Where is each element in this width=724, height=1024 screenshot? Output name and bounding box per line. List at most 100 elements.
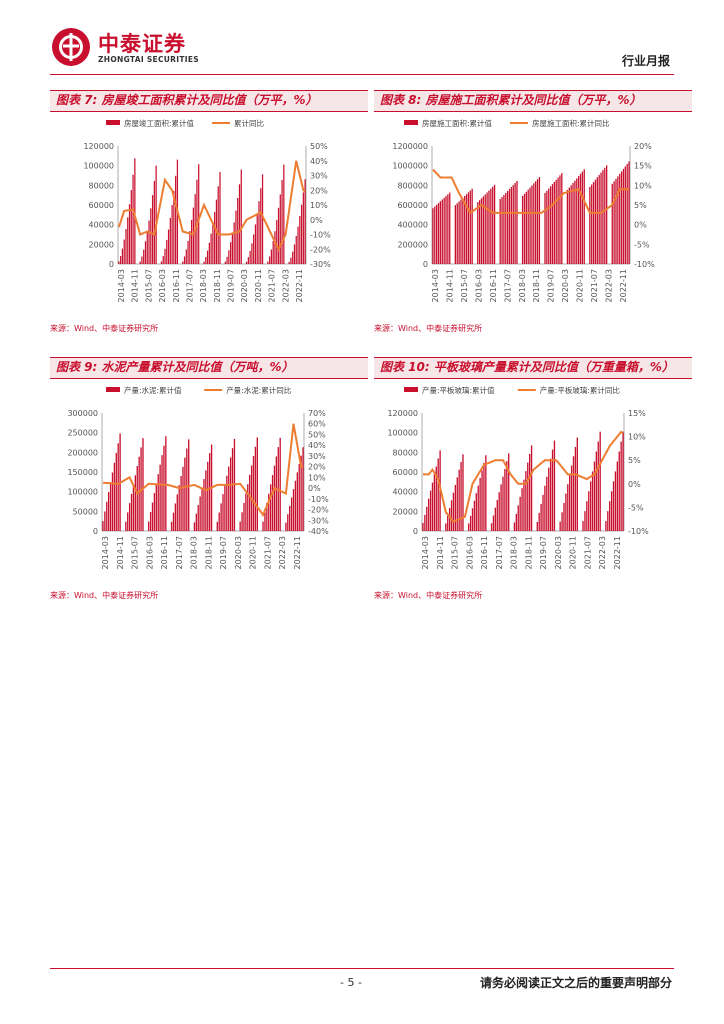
bar	[157, 474, 159, 531]
x-tick-label: 2016-03	[158, 269, 167, 302]
footer-disclaimer: 请务必阅读正文之后的重要声明部分	[479, 976, 672, 990]
left-tick-label: 60000	[393, 468, 418, 477]
bar	[143, 249, 145, 264]
bar	[445, 523, 447, 531]
bar	[544, 485, 546, 531]
bar	[146, 231, 148, 264]
left-tick-label: 20000	[393, 507, 418, 516]
bar	[565, 493, 567, 531]
left-tick-label: 0	[413, 527, 418, 536]
bar	[130, 190, 132, 264]
right-axis: -10% -5% 0% 5% 10% 15%	[623, 409, 649, 536]
bar	[620, 171, 623, 264]
x-tick-label: 2019-07	[547, 269, 556, 302]
bar	[622, 168, 625, 264]
bar	[134, 475, 137, 531]
right-tick-label: 20%	[634, 142, 652, 151]
bar	[584, 511, 586, 531]
right-tick-label: 50%	[310, 142, 328, 151]
bar	[567, 484, 569, 531]
bar	[502, 476, 504, 531]
bar	[136, 466, 138, 531]
x-tick-label: 2020-11	[254, 269, 263, 302]
bar	[247, 257, 249, 264]
bar	[508, 188, 511, 264]
bar	[159, 464, 161, 531]
bar	[261, 174, 264, 264]
x-tick-label: 2016-03	[474, 269, 483, 302]
bar	[583, 169, 585, 264]
bar	[229, 457, 232, 531]
bar	[569, 474, 571, 531]
left-tick-label: 600000	[397, 201, 428, 210]
line-series	[102, 423, 304, 517]
chart-source: 来源：Wind、中泰证券研究所	[374, 324, 483, 333]
bar	[549, 186, 552, 264]
bar	[586, 501, 588, 531]
bar	[501, 197, 503, 264]
line-series	[432, 168, 630, 215]
right-axis: -10% -5% 0% 5% 10% 15% 20%	[629, 142, 655, 269]
bar	[267, 261, 269, 264]
bar	[184, 457, 186, 531]
right-tick-label: 70%	[308, 409, 326, 418]
bar	[591, 471, 594, 531]
bar	[448, 507, 451, 531]
x-tick-label: 2021-07	[590, 269, 599, 302]
x-tick-label: 2018-11	[532, 269, 541, 302]
bar	[503, 195, 505, 264]
x-tick-label: 2017-07	[175, 536, 184, 569]
right-tick-label: 0%	[310, 216, 323, 225]
bar	[582, 521, 584, 531]
bar	[111, 472, 114, 531]
bar	[514, 182, 516, 264]
bar	[292, 489, 295, 531]
right-tick-label: 10%	[634, 181, 652, 190]
x-tick-label: 2020-11	[249, 536, 258, 569]
x-tick-label: 2018-03	[199, 269, 208, 302]
bar	[104, 511, 106, 531]
right-tick-label: -5%	[628, 503, 644, 512]
bar	[570, 185, 572, 264]
chart-legend: 产量:平板玻璃:累计值 产量:平板玻璃:累计同比	[404, 385, 620, 395]
bar	[513, 522, 516, 531]
x-tick-label: 2022-11	[295, 269, 304, 302]
bar	[588, 491, 590, 531]
x-tick-label: 2017-07	[186, 269, 195, 302]
right-tick-label: 0%	[308, 484, 321, 493]
bar	[490, 523, 493, 531]
bar-series	[118, 158, 306, 264]
right-tick-label: -10%	[308, 495, 329, 504]
bar	[256, 437, 258, 531]
bar	[607, 511, 609, 531]
bar	[273, 465, 276, 531]
bar	[628, 161, 630, 264]
left-tick-label: 120000	[83, 142, 114, 151]
bar	[505, 193, 507, 264]
bar	[589, 186, 591, 264]
right-tick-label: 15%	[634, 162, 652, 171]
bar	[535, 181, 537, 264]
bar	[281, 179, 283, 264]
bar	[102, 521, 104, 531]
bar	[486, 192, 488, 264]
bar	[480, 198, 483, 264]
bar	[592, 182, 595, 264]
bar	[437, 202, 440, 264]
bar	[192, 207, 194, 264]
bar	[471, 508, 474, 531]
bar	[218, 512, 220, 531]
legend-bar-label: 房屋竣工面积:累计值	[124, 118, 195, 128]
left-tick-label: 0	[93, 527, 98, 536]
bar	[172, 512, 175, 531]
bar	[597, 441, 599, 531]
bar	[153, 493, 156, 531]
left-tick-label: 40000	[89, 221, 114, 230]
bar	[447, 515, 449, 531]
chart-construction-area: 房屋施工面积:累计值 房屋施工面积:累计同比 0 200000 400000 600000…	[392, 118, 655, 302]
left-tick-label: 40000	[393, 488, 418, 497]
bar	[149, 512, 152, 531]
bar	[199, 496, 201, 531]
bar	[478, 200, 481, 264]
bar	[249, 250, 251, 264]
